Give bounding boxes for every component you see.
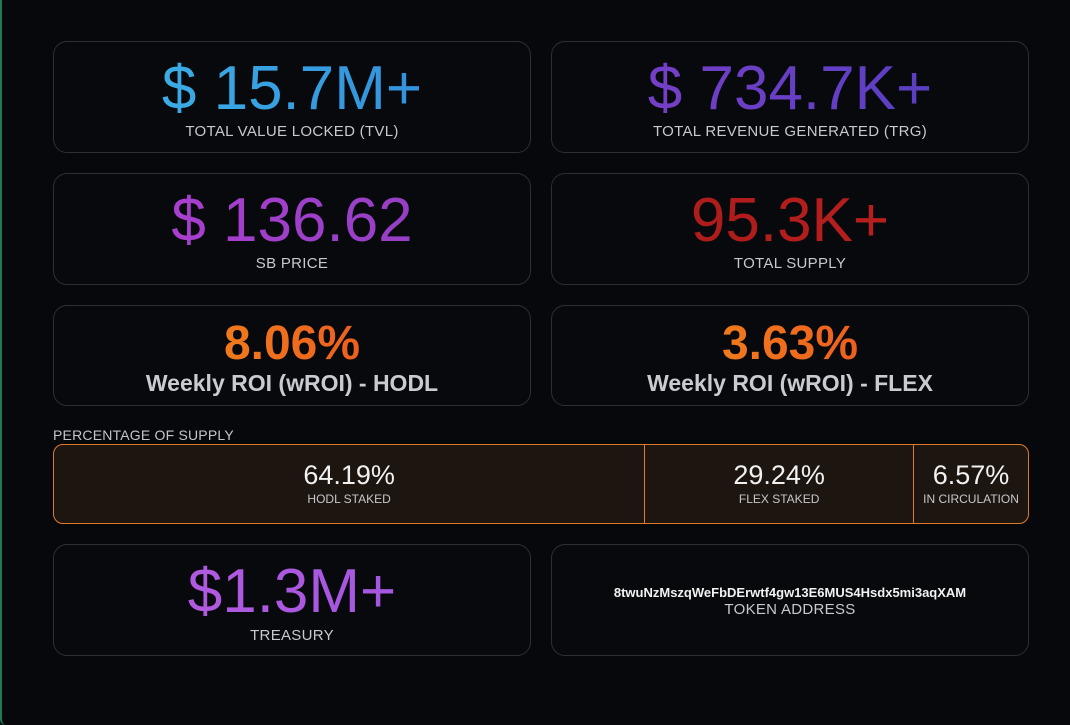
supply-bar: 64.19% HODL STAKED 29.24% FLEX STAKED 6.… — [53, 444, 1029, 524]
roi-flex-value: 3.63% — [552, 318, 1028, 370]
total-supply-card: 95.3K+ TOTAL SUPPLY — [551, 173, 1029, 285]
sb-price-card: $ 136.62 SB PRICE — [53, 173, 531, 285]
token-address-card[interactable]: 8twuNzMszqWeFbDErwtf4gw13E6MUS4Hsdx5mi3a… — [551, 544, 1029, 656]
supply-segment-value: 29.24% — [733, 460, 825, 490]
treasury-card: $1.3M+ TREASURY — [53, 544, 531, 656]
treasury-label: TREASURY — [250, 627, 334, 644]
token-address-label: TOKEN ADDRESS — [724, 601, 856, 618]
supply-segment-value: 64.19% — [303, 460, 395, 490]
supply-segment-label: FLEX STAKED — [738, 492, 820, 506]
roi-hodl-value: 8.06% — [54, 318, 530, 370]
token-address-value[interactable]: 8twuNzMszqWeFbDErwtf4gw13E6MUS4Hsdx5mi3a… — [613, 585, 967, 600]
total-supply-label: TOTAL SUPPLY — [733, 255, 847, 272]
tvl-card: $ 15.7M+ TOTAL VALUE LOCKED (TVL) — [53, 41, 531, 153]
supply-segment-label: HODL STAKED — [307, 492, 391, 506]
supply-segment-label: IN CIRCULATION — [923, 492, 1019, 506]
supply-segment-flex: 29.24% FLEX STAKED — [644, 445, 913, 523]
roi-hodl-label: Weekly ROI (wROI) - HODL — [145, 370, 439, 396]
supply-segment-value: 6.57% — [932, 460, 1010, 490]
supply-segment-circulation: 6.57% IN CIRCULATION — [913, 445, 1028, 523]
supply-segment-hodl: 64.19% HODL STAKED — [54, 445, 644, 523]
total-supply-value: 95.3K+ — [552, 186, 1028, 256]
roi-hodl-card: 8.06% Weekly ROI (wROI) - HODL — [53, 305, 531, 406]
trg-label: TOTAL REVENUE GENERATED (TRG) — [652, 123, 927, 140]
sb-price-label: SB PRICE — [255, 255, 329, 272]
sb-price-value: $ 136.62 — [54, 186, 530, 256]
tvl-value: $ 15.7M+ — [54, 54, 530, 124]
treasury-value: $1.3M+ — [54, 557, 530, 627]
supply-title: PERCENTAGE OF SUPPLY — [53, 427, 234, 443]
roi-flex-card: 3.63% Weekly ROI (wROI) - FLEX — [551, 305, 1029, 406]
trg-card: $ 734.7K+ TOTAL REVENUE GENERATED (TRG) — [551, 41, 1029, 153]
trg-value: $ 734.7K+ — [552, 54, 1028, 124]
roi-flex-label: Weekly ROI (wROI) - FLEX — [647, 370, 933, 396]
tvl-label: TOTAL VALUE LOCKED (TVL) — [185, 123, 399, 140]
